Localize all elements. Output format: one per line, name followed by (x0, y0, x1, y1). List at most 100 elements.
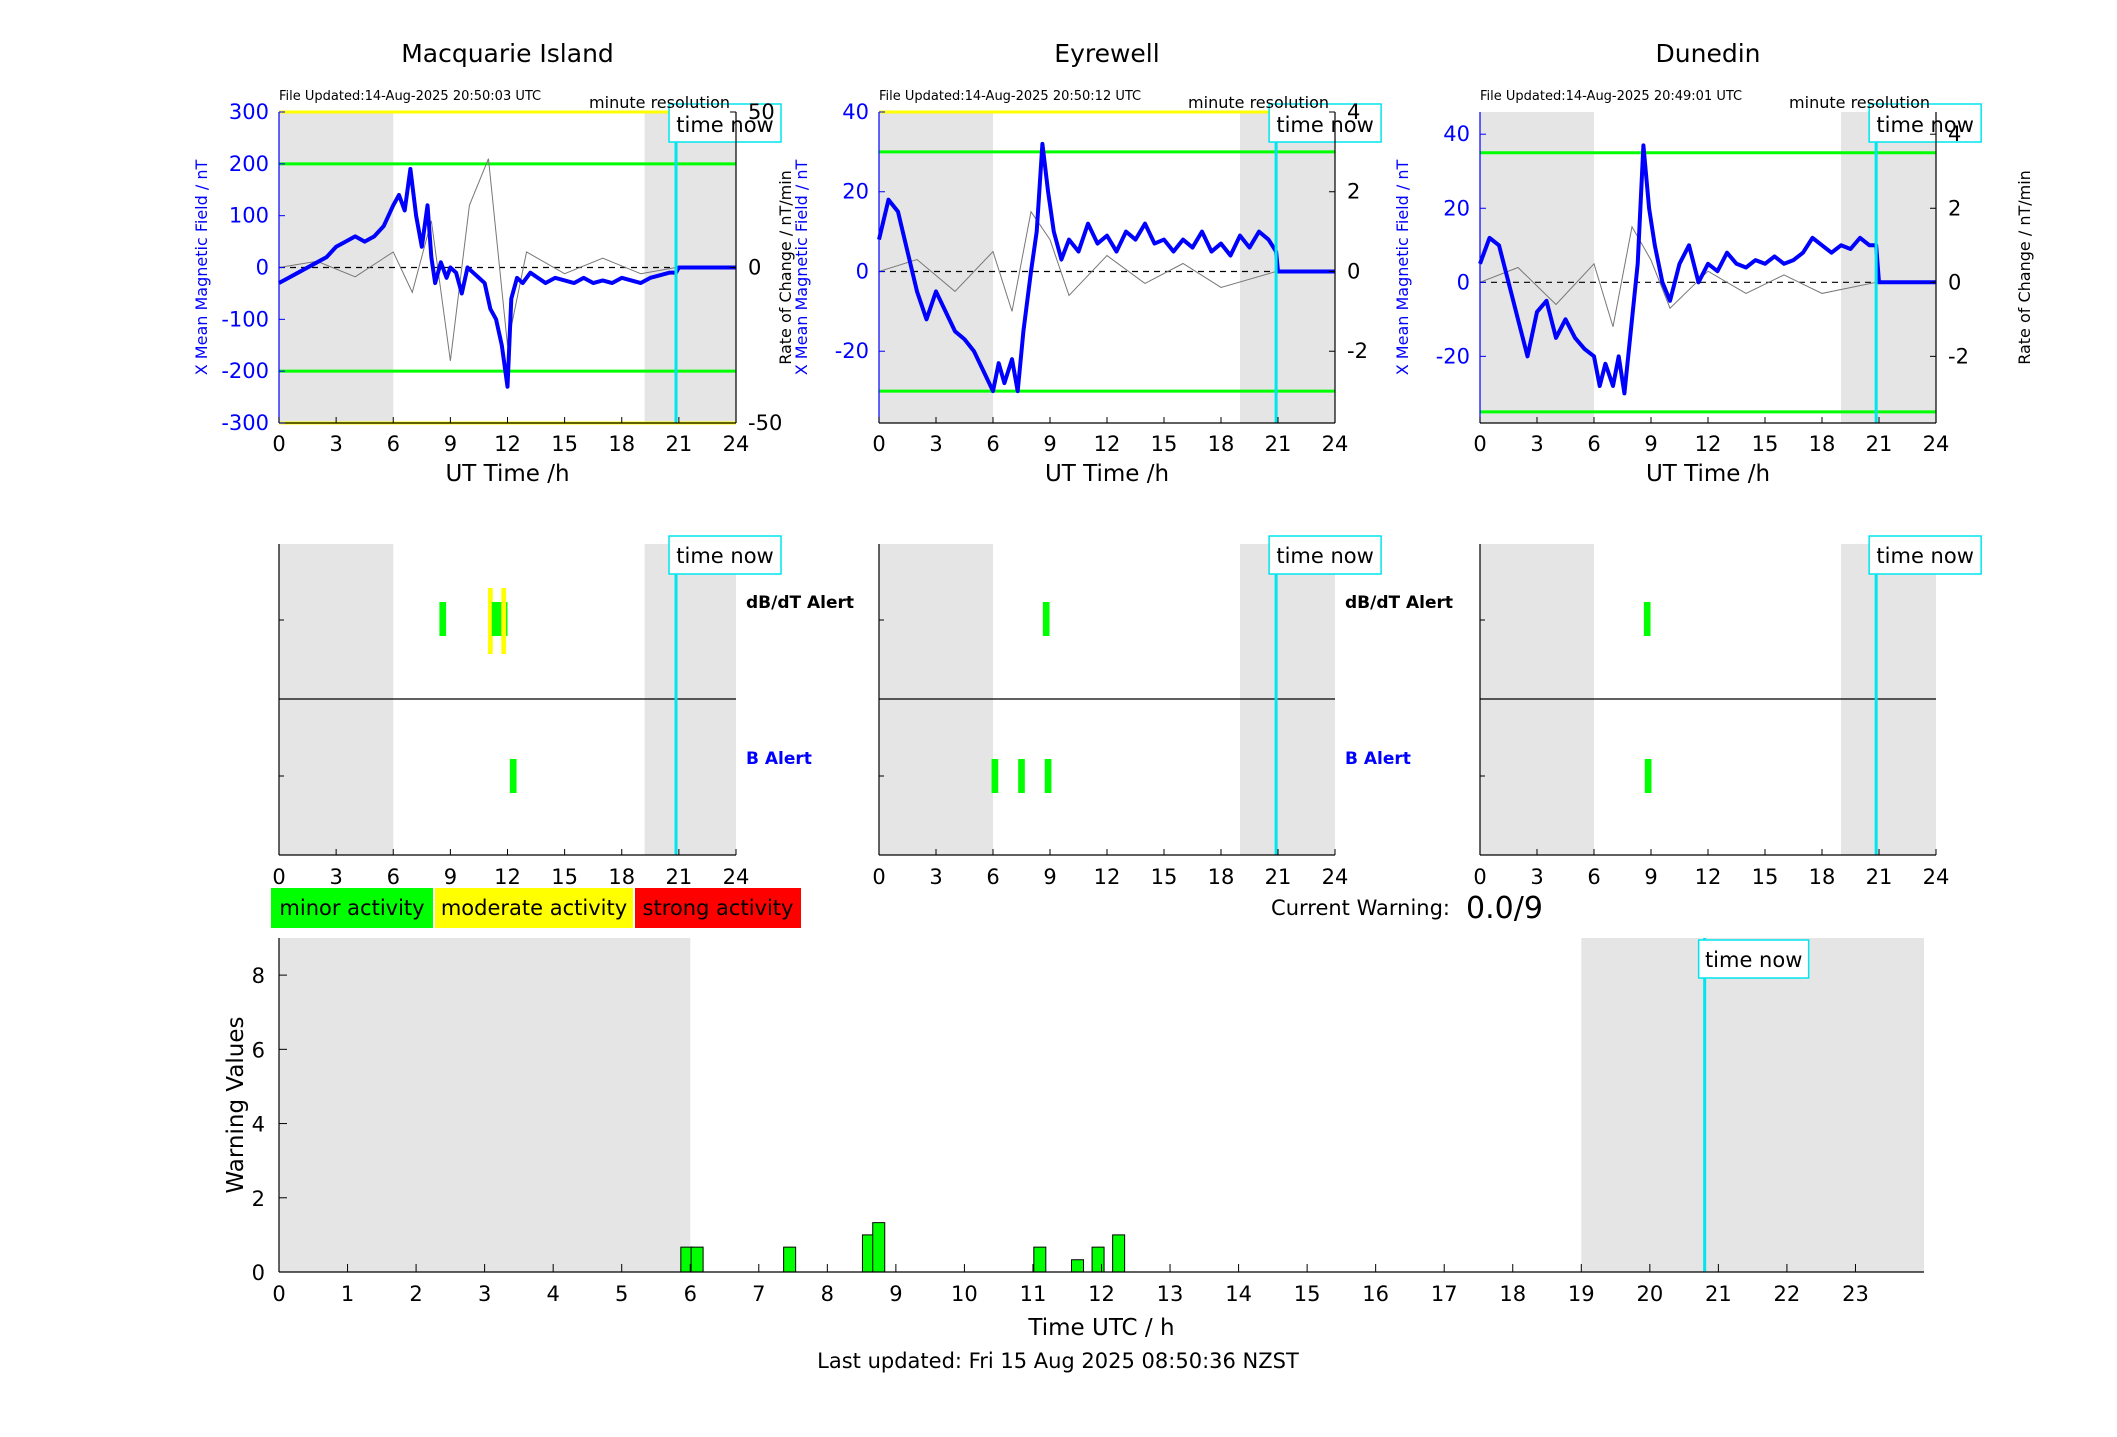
x-tick-label: 2 (409, 1282, 422, 1306)
station-title: Dunedin (1656, 39, 1761, 68)
x-tick-label: 0 (1473, 865, 1486, 889)
legend-minor-label: minor activity (279, 896, 424, 920)
y-tick-label: -300 (221, 411, 269, 435)
y-right-axis-label: Rate of Change / nT/min (776, 170, 795, 365)
current-warning-label: Current Warning: (1271, 896, 1450, 920)
x-tick-label: 21 (1265, 432, 1292, 456)
x-tick-label: 0 (872, 865, 885, 889)
y-tick-label: 20 (842, 180, 869, 204)
y-right-tick-label: -2 (1347, 339, 1368, 363)
legend-minor-swatch (271, 888, 433, 928)
shaded-region (1240, 112, 1335, 423)
y-axis-label: X Mean Magnetic Field / nT (192, 160, 211, 376)
x-tick-label: 9 (1644, 432, 1657, 456)
x-tick-label: 1 (341, 1282, 354, 1306)
y-right-tick-label: 0 (1948, 270, 1961, 294)
y-tick-label: 8 (252, 964, 265, 988)
time-now-box (668, 103, 782, 143)
y-tick-label: 20 (1443, 196, 1470, 220)
y-tick-label: 0 (256, 256, 269, 280)
x-tick-label: 12 (1695, 432, 1722, 456)
dbdt-alert-bar (487, 588, 493, 654)
x-axis-label: Time UTC / h (1027, 1315, 1174, 1341)
x-tick-label: 24 (723, 432, 750, 456)
x-tick-label: 14 (1225, 1282, 1252, 1306)
y-right-tick-label: 50 (748, 100, 775, 124)
x-tick-label: 6 (1587, 865, 1600, 889)
y-tick-label: 0 (1457, 270, 1470, 294)
time-now-box (1268, 535, 1382, 575)
y-right-tick-label: 2 (1347, 180, 1360, 204)
b-alert-bar (991, 759, 999, 793)
x-tick-label: 18 (1809, 432, 1836, 456)
x-tick-label: 15 (1151, 432, 1178, 456)
x-tick-label: 9 (1644, 865, 1657, 889)
x-tick-label: 18 (1809, 865, 1836, 889)
x-tick-label: 23 (1842, 1282, 1869, 1306)
x-tick-label: 3 (329, 432, 342, 456)
x-tick-label: 12 (1695, 865, 1722, 889)
y-right-tick-label: 2 (1948, 196, 1961, 220)
shaded-region (1480, 112, 1594, 423)
warning-bar (783, 1246, 797, 1273)
x-tick-label: 19 (1568, 1282, 1595, 1306)
x-tick-label: 22 (1774, 1282, 1801, 1306)
warning-bar (1033, 1246, 1047, 1273)
x-tick-label: 9 (889, 1282, 902, 1306)
station-title: Eyrewell (1054, 39, 1159, 68)
warning-bar (872, 1222, 886, 1273)
b-alert-bar (1044, 759, 1052, 793)
x-axis-label: UT Time /h (1045, 461, 1169, 487)
b-alert-bar (1018, 759, 1025, 793)
y-axis-label: Warning Values (223, 1016, 249, 1193)
y-right-tick-label: -2 (1948, 344, 1969, 368)
current-warning-value: 0.0/9 (1466, 891, 1543, 926)
dbdt-alert-bar (501, 588, 507, 654)
x-tick-label: 9 (1043, 432, 1056, 456)
x-tick-label: 15 (1752, 865, 1779, 889)
x-tick-label: 15 (1151, 865, 1178, 889)
y-axis-label: X Mean Magnetic Field / nT (1393, 160, 1412, 376)
station-title: Macquarie Island (401, 39, 614, 68)
minute-resolution-label: minute resolution (1188, 93, 1329, 112)
time-now-box (1268, 103, 1382, 143)
y-tick-label: 200 (229, 152, 269, 176)
station-chart-1: time now 0 3 6 9 12 15 18 21 24 -300 -200 -100 0 100 20… (192, 39, 782, 487)
x-tick-label: 24 (1923, 865, 1950, 889)
x-tick-label: 12 (1094, 432, 1121, 456)
x-tick-label: 18 (1208, 865, 1235, 889)
x-tick-label: 5 (615, 1282, 628, 1306)
time-now-box (1868, 535, 1982, 575)
x-tick-label: 18 (1499, 1282, 1526, 1306)
y-right-tick-label: 4 (1948, 122, 1961, 146)
x-tick-label: 21 (1866, 432, 1893, 456)
b-alert-bar (1644, 759, 1652, 793)
x-tick-label: 3 (329, 865, 342, 889)
x-tick-label: 10 (951, 1282, 978, 1306)
dbdt-alert-bar (439, 602, 447, 636)
x-tick-label: 3 (1530, 432, 1543, 456)
x-tick-label: 0 (1473, 432, 1486, 456)
y-tick-label: 4 (252, 1113, 265, 1137)
last-updated: Last updated: Fri 15 Aug 2025 08:50:36 N… (817, 1349, 1299, 1373)
legend-strong-swatch (635, 888, 801, 928)
legend-moderate-swatch (435, 888, 633, 928)
y-tick-label: -20 (835, 339, 869, 363)
time-now-label: time now (1276, 544, 1373, 568)
x-tick-label: 18 (608, 432, 635, 456)
x-tick-label: 16 (1362, 1282, 1389, 1306)
y-tick-label: 6 (252, 1038, 265, 1062)
b-alert-label: B Alert (746, 749, 812, 769)
x-tick-label: 12 (1088, 1282, 1115, 1306)
x-tick-label: 0 (272, 432, 285, 456)
y-tick-label: -20 (1436, 344, 1470, 368)
y-right-tick-label: 4 (1347, 100, 1360, 124)
x-tick-label: 11 (1020, 1282, 1047, 1306)
time-now-label: time now (1705, 948, 1802, 972)
warning-bar (690, 1246, 704, 1273)
x-tick-label: 0 (272, 865, 285, 889)
x-tick-label: 12 (1094, 865, 1121, 889)
time-now-label: time now (1276, 113, 1373, 137)
y-tick-label: 0 (252, 1261, 265, 1285)
